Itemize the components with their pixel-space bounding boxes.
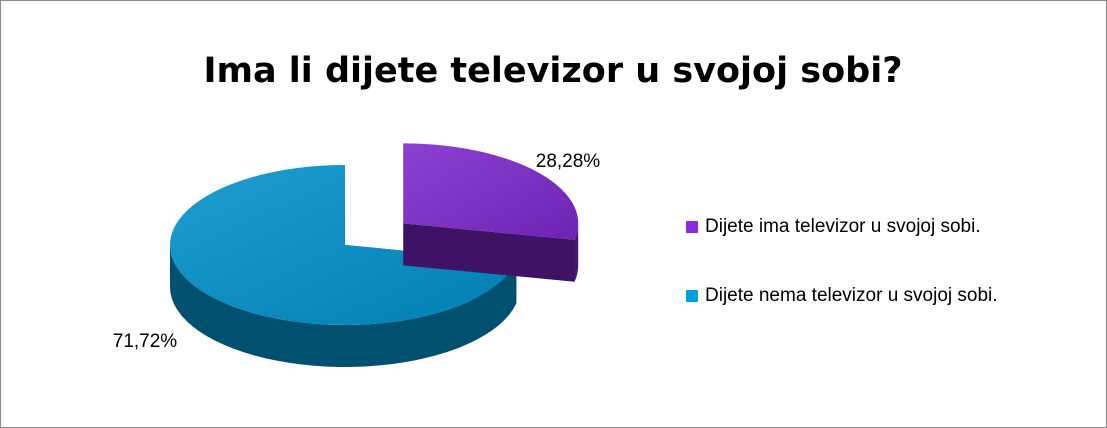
data-label: 71,72% [113,331,178,352]
slice-side [170,245,517,367]
legend-swatch [686,221,698,233]
legend-swatch [686,290,698,302]
chart-title: Ima li dijete televizor u svojoj sobi? [203,51,902,91]
slice-sheen [170,165,517,325]
slice-sheen [403,143,579,240]
legend-label: Dijete nema televizor u svojoj sobi. [705,285,998,306]
slice [403,143,579,282]
legend-label: Dijete ima televizor u svojoj sobi. [705,216,981,237]
slice-side [574,223,579,282]
slice-face [403,223,575,282]
data-label: 28,28% [536,151,601,172]
